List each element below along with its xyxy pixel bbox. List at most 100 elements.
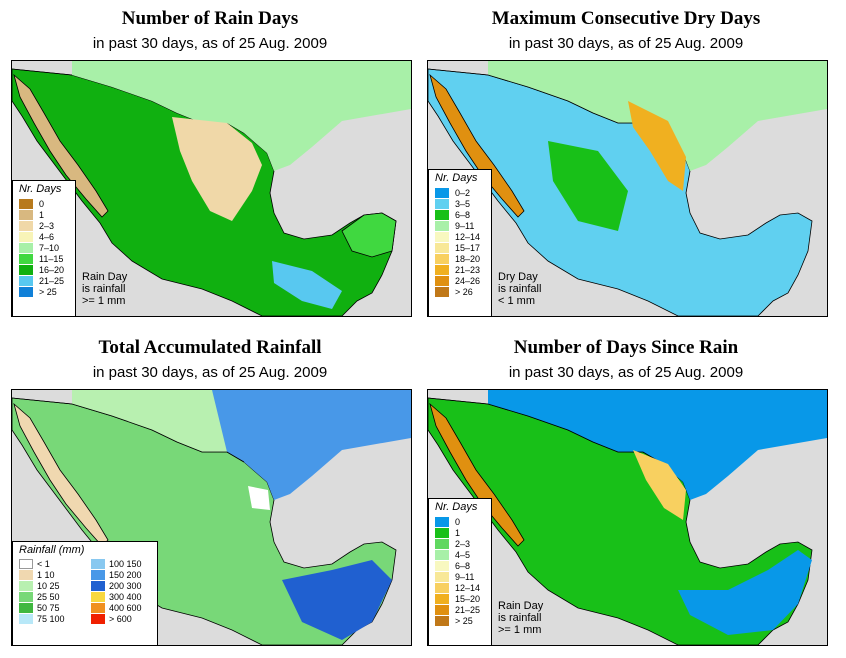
legend-swatch	[19, 286, 33, 297]
legend-item: 16–20	[13, 264, 75, 275]
legend-swatch	[91, 570, 105, 580]
legend-item: 18–20	[429, 253, 491, 264]
legend-item: 4–5	[429, 549, 491, 560]
legend-item: 12–14	[429, 231, 491, 242]
very-dry-zone	[248, 486, 270, 510]
legend-swatch	[19, 603, 33, 613]
panel-since-rain: Number of Days Since Rain in past 30 day…	[416, 329, 836, 658]
legend-item: 1	[429, 527, 491, 538]
legend-swatch	[435, 582, 449, 593]
legend-item: 6–8	[429, 209, 491, 220]
panel-subtitle: in past 30 days, as of 25 Aug. 2009	[508, 35, 744, 52]
legend-item: 4–6	[13, 231, 75, 242]
definition-note: Dry Day is rainfall < 1 mm	[498, 271, 542, 307]
legend-swatch	[435, 527, 449, 538]
us-border-line	[428, 397, 661, 463]
legend-swatch	[19, 559, 33, 569]
legend-item: 2–3	[13, 220, 75, 231]
legend-swatch	[435, 593, 449, 604]
legend-swatch	[19, 242, 33, 253]
moist-zone	[548, 141, 628, 231]
legend: Nr. Days 0 1 2–3 4–6 7–10 11–15 16–20 21…	[12, 180, 76, 316]
legend-swatch	[19, 198, 33, 209]
baja-peninsula	[429, 402, 525, 547]
legend-item: 6–8	[429, 560, 491, 571]
legend-swatch	[91, 614, 105, 624]
legend-swatch	[91, 592, 105, 602]
dry-zone	[633, 450, 686, 520]
panel-title: Number of Days Since Rain	[513, 337, 739, 358]
legend-title: Nr. Days	[435, 172, 478, 184]
legend-swatch	[435, 604, 449, 615]
legend-swatch	[435, 549, 449, 560]
legend-item: 0	[13, 198, 75, 209]
map-rainfall: Rainfall (mm) < 1 100 150 1 10 150 200 1…	[11, 389, 412, 646]
legend-swatch	[435, 198, 449, 209]
wet-zone	[272, 261, 342, 309]
legend-swatch	[19, 592, 33, 602]
legend-swatch	[91, 559, 105, 569]
panel-dry-days: Maximum Consecutive Dry Days in past 30 …	[416, 0, 836, 329]
legend-swatch	[435, 231, 449, 242]
legend-swatch	[435, 560, 449, 571]
us-border-line	[12, 397, 245, 463]
heavy-rain-zone	[282, 560, 392, 640]
baja-peninsula	[13, 73, 109, 218]
legend-swatch	[435, 538, 449, 549]
definition-note: Rain Day is rainfall >= 1 mm	[82, 271, 128, 307]
legend: Nr. Days 0–2 3–5 6–8 9–11 12–14 15–17 18…	[428, 169, 492, 316]
legend-item: 24–26	[429, 275, 491, 286]
legend-title: Rainfall (mm)	[19, 544, 85, 556]
legend-swatch	[19, 614, 33, 624]
legend-swatch	[435, 209, 449, 220]
legend-item: 12–14	[429, 582, 491, 593]
map-dry-days: Nr. Days 0–2 3–5 6–8 9–11 12–14 15–17 18…	[427, 60, 828, 317]
legend-swatch	[435, 187, 449, 198]
legend-swatch	[435, 220, 449, 231]
dry-zone	[172, 117, 262, 221]
legend-swatch	[435, 615, 449, 626]
us-landmass	[72, 61, 411, 171]
legend-swatch	[91, 581, 105, 591]
legend-swatch	[19, 220, 33, 231]
legend-item: 3–5	[429, 198, 491, 209]
legend-item: 15–17	[429, 242, 491, 253]
legend-item: 2–3	[429, 538, 491, 549]
legend-item: 21–25	[13, 275, 75, 286]
wet-zone	[678, 550, 812, 635]
legend-swatch	[19, 570, 33, 580]
us-landmass	[488, 390, 827, 500]
legend-swatch	[435, 242, 449, 253]
legend-swatch	[435, 516, 449, 527]
us-dry-zone	[72, 390, 227, 452]
legend-item: > 25	[429, 615, 491, 626]
panel-title: Total Accumulated Rainfall	[98, 337, 322, 358]
legend-swatch	[19, 209, 33, 220]
yucatan-detail	[341, 212, 397, 258]
legend-item: 11–15	[13, 253, 75, 264]
baja-peninsula	[429, 73, 525, 218]
legend-title: Nr. Days	[19, 183, 62, 195]
panel-subtitle: in past 30 days, as of 25 Aug. 2009	[92, 35, 328, 52]
panel-title: Maximum Consecutive Dry Days	[491, 8, 761, 29]
map-rain-days: Nr. Days 0 1 2–3 4–6 7–10 11–15 16–20 21…	[11, 60, 412, 317]
legend-item: 9–11	[429, 571, 491, 582]
legend-item: 21–25	[429, 604, 491, 615]
panel-subtitle: in past 30 days, as of 25 Aug. 2009	[508, 364, 744, 381]
panel-subtitle: in past 30 days, as of 25 Aug. 2009	[92, 364, 328, 381]
legend-swatch	[435, 571, 449, 582]
panel-rain-days: Number of Rain Days in past 30 days, as …	[0, 0, 420, 329]
legend-swatch	[19, 253, 33, 264]
legend-swatch	[19, 275, 33, 286]
legend-swatch	[19, 231, 33, 242]
panel-rainfall: Total Accumulated Rainfall in past 30 da…	[0, 329, 420, 658]
legend-item: 0	[429, 516, 491, 527]
legend-swatch	[435, 264, 449, 275]
dry-zone	[628, 101, 686, 191]
panel-title: Number of Rain Days	[121, 8, 299, 29]
legend: Nr. Days 0 1 2–3 4–5 6–8 9–11 12–14 15–2…	[428, 498, 492, 645]
map-since-rain: Nr. Days 0 1 2–3 4–5 6–8 9–11 12–14 15–2…	[427, 389, 828, 646]
definition-note: Rain Day is rainfall >= 1 mm	[498, 600, 544, 636]
legend-item: > 25	[13, 286, 75, 297]
legend-item: > 26	[429, 286, 491, 297]
